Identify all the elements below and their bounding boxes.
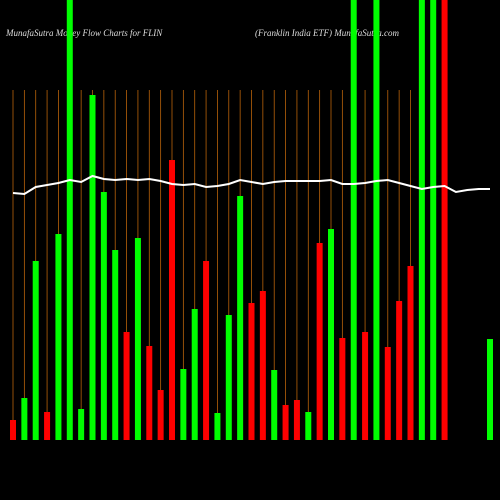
- bar: [157, 390, 164, 440]
- bar: [78, 409, 85, 440]
- bar: [305, 412, 312, 440]
- bar: [214, 413, 221, 440]
- bar: [180, 369, 187, 440]
- bar: [100, 192, 107, 440]
- bar: [362, 332, 369, 440]
- bar: [373, 0, 380, 440]
- bar: [55, 234, 62, 440]
- bar: [123, 332, 130, 440]
- bar: [134, 238, 141, 440]
- bar: [225, 315, 232, 440]
- bar: [237, 196, 244, 440]
- bar: [430, 0, 437, 440]
- bar: [282, 405, 289, 440]
- bar: [384, 347, 391, 440]
- bar: [418, 0, 425, 440]
- bar: [10, 420, 16, 440]
- chart-subtitle: (Franklin India ETF) MunafaSutra.com: [255, 28, 399, 38]
- bar: [316, 243, 323, 440]
- bar: [350, 0, 357, 440]
- bar: [328, 229, 334, 440]
- bar: [89, 95, 96, 440]
- bar: [112, 250, 119, 440]
- bar: [32, 261, 39, 440]
- bar: [396, 301, 403, 440]
- bar: [487, 339, 493, 440]
- bar: [203, 261, 210, 440]
- bar: [146, 346, 153, 440]
- bar: [66, 0, 73, 440]
- bar: [191, 309, 198, 440]
- bar: [21, 398, 28, 440]
- bar: [248, 303, 255, 440]
- bar: [44, 412, 51, 440]
- bar: [441, 0, 448, 440]
- bar: [169, 160, 175, 440]
- money-flow-line: [12, 174, 490, 196]
- bar: [339, 338, 346, 440]
- chart-title: MunafaSutra Money Flow Charts for FLIN: [5, 28, 163, 38]
- bar: [293, 400, 300, 440]
- bar: [407, 266, 414, 440]
- bar: [271, 370, 278, 440]
- bar: [259, 291, 266, 440]
